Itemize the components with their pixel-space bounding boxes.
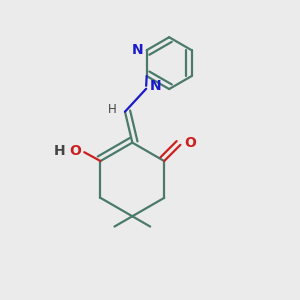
- Text: H: H: [53, 144, 65, 158]
- Text: O: O: [69, 144, 81, 158]
- Text: N: N: [131, 43, 143, 57]
- Text: N: N: [150, 80, 162, 93]
- Text: H: H: [108, 103, 117, 116]
- Text: O: O: [184, 136, 196, 150]
